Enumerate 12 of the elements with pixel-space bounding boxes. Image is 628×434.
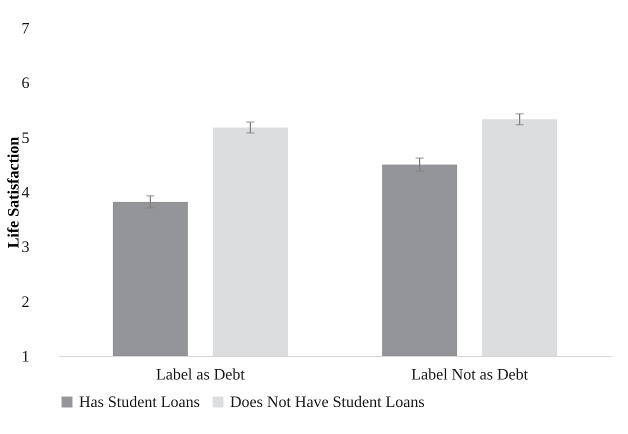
x-tick-label: Label Not as Debt xyxy=(411,366,529,384)
y-axis-title: Life Satisfaction xyxy=(6,136,22,248)
y-tick-label: 1 xyxy=(22,348,30,366)
y-tick-label: 4 xyxy=(22,184,30,202)
x-tick-label: Label as Debt xyxy=(156,366,246,384)
y-tick-label: 3 xyxy=(22,239,30,256)
y-tick-label: 7 xyxy=(22,20,30,38)
y-tick-label: 2 xyxy=(22,294,30,311)
legend-label: Has Student Loans xyxy=(79,394,200,411)
y-tick-label: 5 xyxy=(22,130,30,147)
legend-label: Does Not Have Student Loans xyxy=(230,394,425,411)
y-tick-label: 6 xyxy=(22,75,30,92)
